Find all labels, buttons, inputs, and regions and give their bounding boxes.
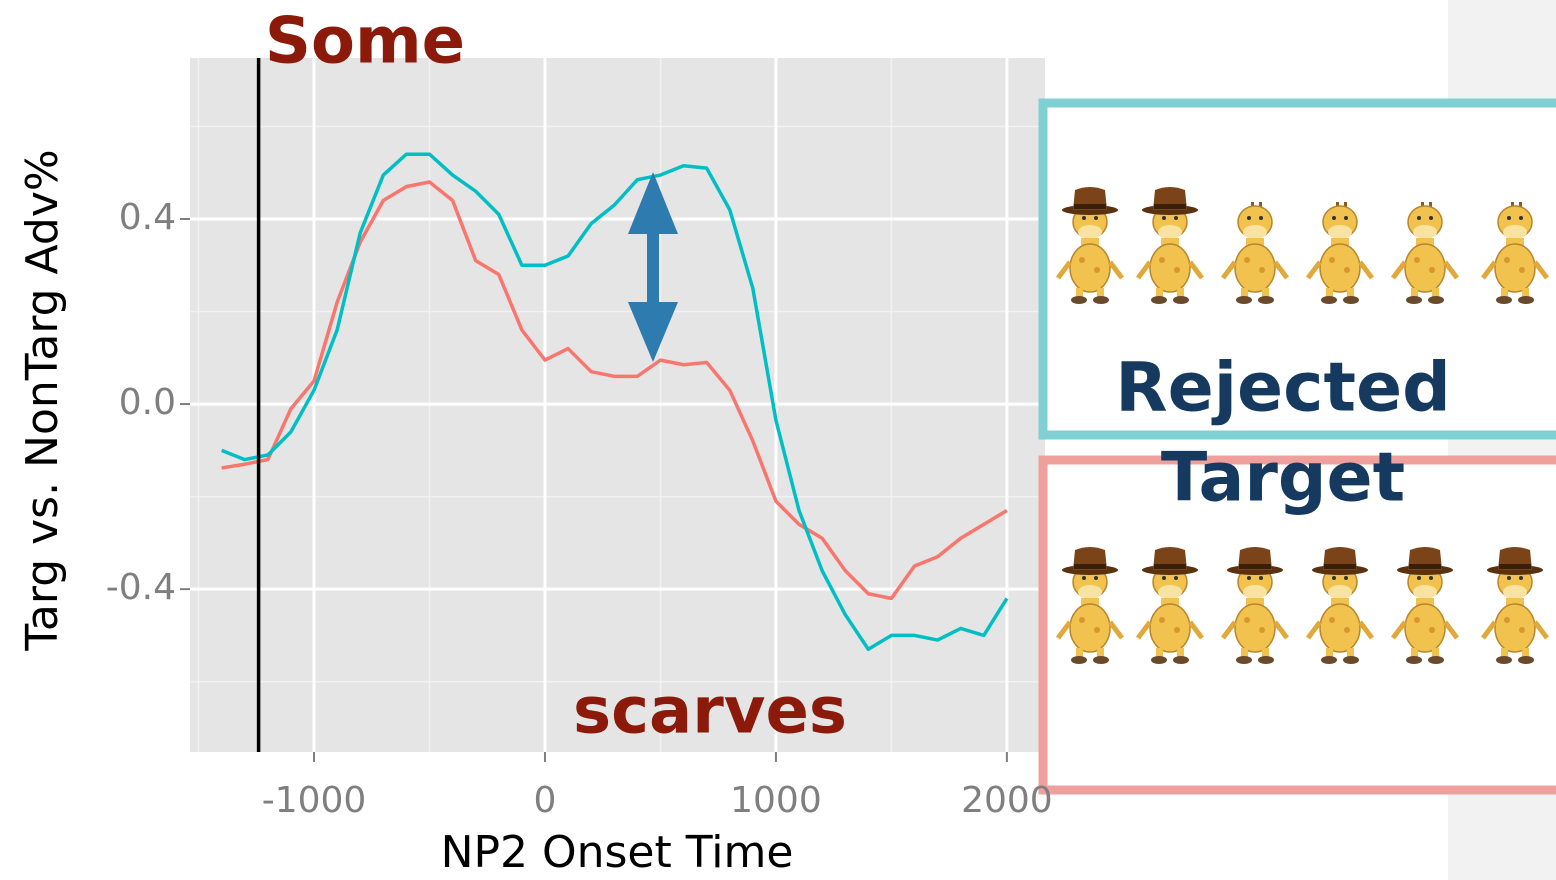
difference-arrow — [628, 172, 678, 362]
rejected-panel — [1038, 98, 1556, 440]
y-tick-label: 0.0 — [119, 382, 176, 423]
x-axis-label: NP2 Onset Time — [441, 827, 794, 878]
x-tick-label: 0 — [534, 780, 557, 821]
y-tick-label: -0.4 — [106, 567, 176, 608]
title: Some — [265, 5, 465, 79]
series-line — [220, 152, 1009, 652]
target-panel — [1038, 455, 1556, 795]
rejected-label: Rejected — [1115, 349, 1451, 428]
y-tick-label: 0.4 — [119, 197, 176, 238]
x-tick-label: 2000 — [961, 780, 1053, 821]
annotation: scarves — [573, 675, 847, 749]
x-tick-label: 1000 — [730, 780, 822, 821]
x-tick-label: -1000 — [262, 780, 367, 821]
target-label: Target — [1161, 439, 1405, 518]
y-axis-label: Targ vs. NonTarg Adv% — [17, 149, 68, 651]
